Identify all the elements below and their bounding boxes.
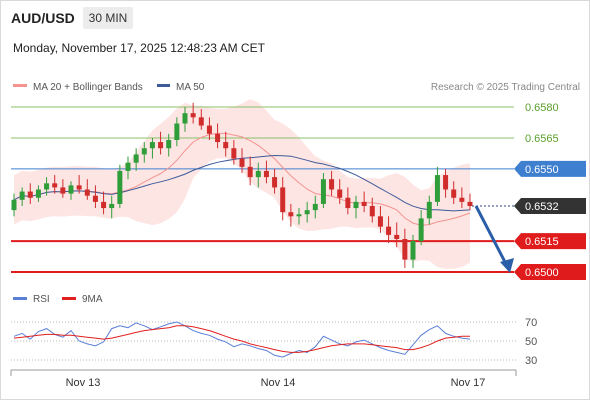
- candle-body: [402, 239, 408, 260]
- level-label-0.6565: 0.6565: [525, 133, 559, 145]
- candle-body: [247, 166, 253, 178]
- candle-body: [117, 170, 123, 204]
- ma9-legend-swatch: [62, 297, 76, 300]
- candle-body: [239, 158, 245, 167]
- candle-body: [369, 206, 375, 217]
- candle-body: [206, 125, 212, 134]
- ma50-legend-swatch: [157, 84, 170, 87]
- candle-body: [76, 185, 82, 190]
- ma50-legend-label: MA 50: [176, 82, 205, 93]
- level-label-0.6550: 0.6550: [525, 164, 559, 176]
- candle-body: [231, 148, 237, 159]
- candle-body: [377, 216, 383, 227]
- candle-body: [345, 197, 351, 209]
- candle-body: [174, 123, 180, 140]
- main-legend: MA 20 + Bollinger Bands MA 50 Research ©…: [13, 82, 580, 93]
- candle-body: [166, 140, 172, 149]
- time-axis: Nov 13 Nov 14 Nov 17: [10, 369, 517, 389]
- candle-body: [44, 183, 50, 190]
- chart-datetime: Monday, November 17, 2025 12:48:23 AM CE…: [13, 41, 265, 55]
- candle-body: [459, 197, 465, 202]
- candle-body: [288, 212, 294, 217]
- candle-body: [19, 191, 25, 200]
- candle-body: [27, 191, 33, 198]
- candle-body: [263, 170, 269, 178]
- candle-body: [296, 214, 302, 217]
- candle-body: [426, 201, 432, 219]
- candle-body: [410, 241, 416, 260]
- timeframe-button[interactable]: 30 MIN: [83, 7, 133, 29]
- level-label-0.6580: 0.6580: [525, 102, 559, 114]
- candle-body: [434, 175, 440, 202]
- candle-body: [304, 210, 310, 215]
- candle-body: [443, 175, 449, 190]
- candle-body: [52, 183, 58, 188]
- rsi-legend-label: RSI: [33, 294, 50, 305]
- rsi-line: [13, 321, 471, 358]
- candle-body: [101, 201, 107, 209]
- currency-pair-title: AUD/USD: [11, 10, 75, 26]
- level-tag-0.6500: [514, 264, 586, 280]
- time-label-nov14: Nov 14: [261, 377, 296, 389]
- rsi-panel: RSI 9MA 70 50 30: [11, 294, 537, 367]
- candle-body: [198, 117, 204, 126]
- rsi-legend-swatch: [13, 297, 27, 300]
- candle-body: [68, 185, 74, 194]
- candle-body: [394, 234, 400, 239]
- candle-body: [320, 179, 326, 204]
- rsi-level-label-50: 50: [525, 336, 537, 348]
- candle-body: [418, 218, 424, 242]
- candle-body: [11, 199, 17, 211]
- level-tag-0.6550: [514, 160, 586, 177]
- candle-body: [337, 189, 343, 198]
- candle-body: [223, 142, 229, 149]
- credit-text: Research © 2025 Trading Central: [431, 82, 580, 93]
- candle-body: [133, 154, 139, 163]
- candle-body: [467, 201, 473, 206]
- candle-body: [149, 142, 155, 149]
- forecast-arrow-shaft: [474, 205, 508, 265]
- rsi-level-label-30: 30: [525, 355, 537, 367]
- candle-body: [215, 133, 221, 143]
- time-label-nov13: Nov 13: [66, 377, 101, 389]
- level-label-0.6515: 0.6515: [525, 236, 559, 248]
- candle-body: [125, 162, 131, 171]
- time-label-nov17: Nov 17: [451, 377, 486, 389]
- candle-body: [190, 113, 196, 118]
- candle-body: [353, 201, 359, 209]
- candle-body: [60, 187, 66, 194]
- level-tag-0.6515: [514, 233, 586, 250]
- bollinger-band: [14, 99, 470, 269]
- candle-body: [312, 203, 318, 211]
- candle-body: [280, 187, 286, 213]
- candle-body: [141, 148, 147, 155]
- candle-body: [451, 189, 457, 198]
- rsi-ma9-line: [13, 325, 470, 353]
- candle-body: [182, 113, 188, 124]
- rsi-level-label-70: 70: [525, 317, 537, 329]
- ma9-legend-label: 9MA: [82, 294, 103, 305]
- ma20-legend-swatch: [13, 84, 27, 87]
- candle-body: [361, 201, 367, 206]
- candle-body: [84, 189, 90, 196]
- level-label-0.6532: 0.6532: [525, 201, 559, 213]
- ma20-legend-label: MA 20 + Bollinger Bands: [33, 82, 143, 93]
- level-label-0.6500: 0.6500: [525, 267, 559, 279]
- candle-body: [386, 226, 392, 235]
- candle-body: [92, 195, 98, 202]
- candle-body: [35, 189, 41, 198]
- level-tag-0.6532: [514, 198, 586, 214]
- forecast-arrow-head: [500, 258, 514, 273]
- candle-body: [255, 170, 261, 178]
- candle-body: [158, 142, 164, 149]
- candle-body: [329, 179, 335, 190]
- candle-body: [109, 203, 115, 209]
- candle-body: [272, 177, 278, 188]
